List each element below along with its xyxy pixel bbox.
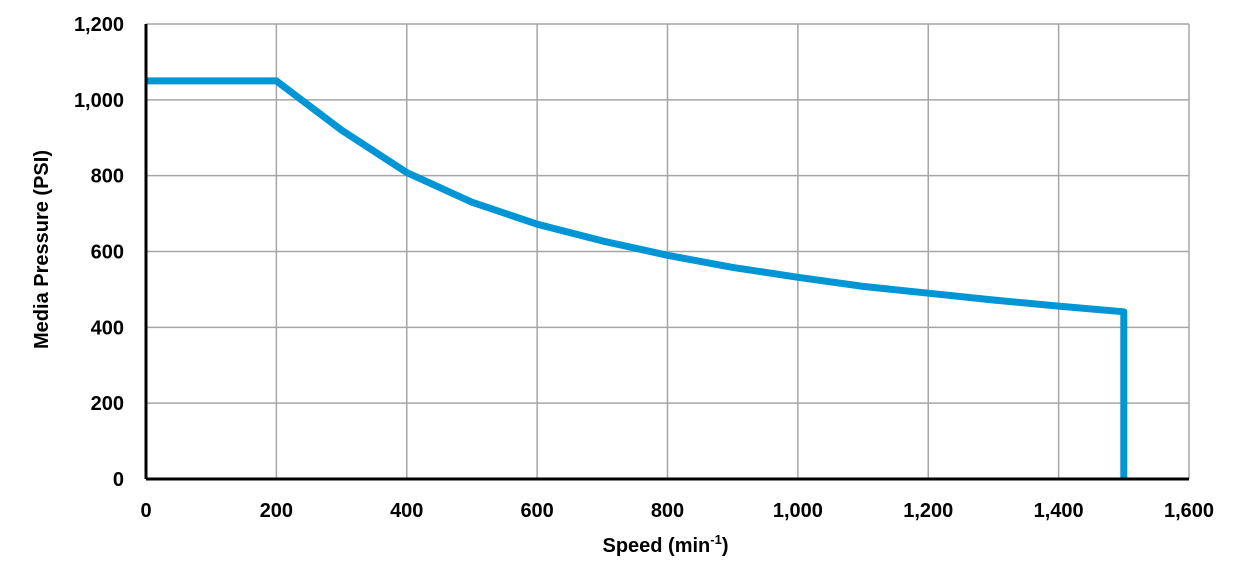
x-tick-label: 1,200: [903, 500, 953, 522]
x-tick-label: 400: [390, 500, 423, 522]
x-axis-title-tail: ): [722, 535, 729, 557]
y-tick-label: 400: [91, 317, 124, 339]
y-tick-label: 200: [91, 393, 124, 415]
y-tick-label: 600: [91, 242, 124, 264]
y-tick-labels: 0 200 400 600 800 1,000 1,200: [74, 14, 124, 491]
y-tick-label: 1,200: [74, 14, 124, 36]
x-tick-label: 1,000: [773, 500, 823, 522]
x-tick-labels: 0 200 400 600 800 1,000 1,200 1,400 1,600: [140, 500, 1214, 522]
y-tick-label: 0: [113, 469, 124, 491]
series-line: [146, 77, 1128, 479]
x-tick-label: 1,400: [1034, 500, 1084, 522]
y-axis-title: Media Pressure (PSI): [31, 150, 53, 349]
y-tick-label: 800: [91, 166, 124, 188]
x-axis-title-superscript: -1: [710, 532, 722, 547]
series-layer: [146, 77, 1128, 479]
x-tick-label: 600: [520, 500, 553, 522]
x-axis-title-main: Speed (min: [602, 535, 710, 557]
y-tick-label: 1,000: [74, 90, 124, 112]
horizontal-gridlines: [146, 23, 1189, 404]
x-tick-label: 200: [260, 500, 293, 522]
x-tick-label: 1,600: [1164, 500, 1214, 522]
x-tick-label: 800: [651, 500, 684, 522]
x-tick-label: 0: [140, 500, 151, 522]
x-axis-title: Speed (min-1): [602, 532, 728, 557]
